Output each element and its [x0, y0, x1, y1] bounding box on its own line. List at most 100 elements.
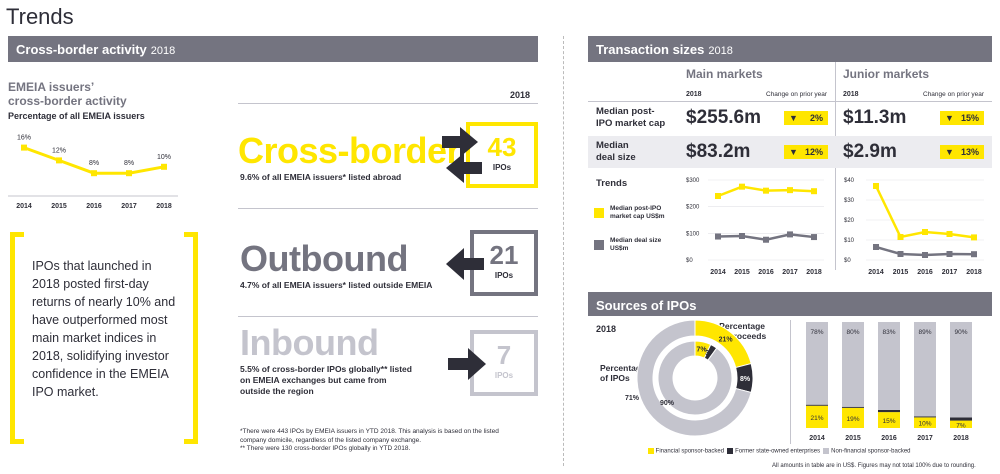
legend-deal-line2: US$m	[610, 245, 629, 252]
cross-border-header-year: 2018	[150, 45, 176, 57]
stacked-x-tick: 2016	[881, 435, 897, 442]
issuers-x-tick: 2018	[156, 203, 172, 210]
jr-deal-value: $2.9m	[843, 141, 897, 162]
quote-bracket-left	[10, 232, 24, 444]
year-label: 2018	[510, 90, 531, 100]
outbound-title: Outbound	[240, 238, 408, 279]
junior-trends-point	[922, 229, 928, 235]
junior-trends-y-tick: $0	[844, 258, 851, 264]
legend-deal-line1: Median deal size	[610, 237, 662, 244]
main-col-change: Change on prior year	[766, 91, 828, 98]
cross-border-title: Cross-border	[238, 130, 461, 171]
issuers-title: EMEIA issuers’ cross-border activity	[8, 80, 127, 108]
main-trends-point	[715, 193, 721, 199]
inbound-arrow-icon	[448, 348, 486, 380]
stacked-bar-label: 90%	[954, 329, 967, 336]
junior-trends-x-tick: 2015	[893, 269, 909, 276]
stacked-bar-segment	[842, 406, 864, 408]
issuers-data-label: 8%	[89, 160, 99, 167]
legend-soe: Former state-owned enterprises	[735, 448, 821, 455]
legend-nonfin: Non-financial sponsor-backed	[831, 448, 911, 455]
sources-header: Sources of IPOs	[588, 292, 992, 316]
pct-proceeds-line2: of proceeds	[718, 331, 767, 341]
stacked-bar-segment	[914, 417, 936, 428]
junior-trends-y-tick: $30	[844, 198, 855, 204]
legend-fin: Financial sponsor-backed	[655, 448, 725, 455]
junior-trends-y-tick: $10	[844, 238, 855, 244]
jr-col-year: 2018	[843, 91, 859, 98]
stacked-chart-divider	[790, 320, 791, 444]
inbound-desc-line3: outside the region	[240, 386, 314, 396]
stacked-bar-label: 89%	[918, 329, 931, 336]
row-deal-label: Median deal size	[596, 140, 636, 164]
cross-border-box: 43 IPOs	[466, 122, 538, 188]
issuers-point	[126, 170, 132, 177]
legend-soe-swatch	[727, 448, 734, 454]
row-deal-label-line1: Median	[596, 140, 629, 151]
main-trends-y-tick: $0	[686, 258, 693, 264]
main-trends-x-tick: 2015	[734, 269, 750, 276]
outbound-unit: IPOs	[494, 271, 514, 280]
junior-trends-y-tick: $40	[844, 178, 855, 184]
down-triangle-icon: ▼	[789, 147, 798, 157]
transaction-sizes-header: Transaction sizes 2018	[588, 36, 992, 62]
stacked-bar-segment	[806, 322, 828, 405]
issuers-title-line1: EMEIA issuers’	[8, 80, 95, 94]
junior-trends-point	[922, 252, 928, 258]
main-trends-point	[787, 187, 793, 194]
junior-trends-x-tick: 2017	[942, 269, 958, 276]
main-trends-y-tick: $200	[686, 205, 700, 211]
junior-trends-point	[946, 251, 953, 257]
main-mcap-value: $255.6m	[686, 107, 762, 128]
row-mcap-label: Median post- IPO market cap	[596, 106, 665, 130]
stacked-bar-segment	[950, 420, 972, 428]
issuers-data-label: 8%	[124, 160, 134, 167]
main-trends-y-tick: $100	[686, 231, 700, 237]
stacked-bar-segment	[842, 407, 864, 428]
pct-proceeds-line1: Percentage	[719, 321, 766, 331]
cross-border-header: Cross-border activity 2018	[8, 36, 538, 62]
main-trends-point	[811, 188, 817, 195]
section-rule-2	[238, 316, 538, 317]
footnote-3: ** There were 130 cross-border IPOs glob…	[240, 445, 411, 452]
pct-ipos-label: Percentage of IPOs	[600, 363, 646, 383]
stacked-bar-label: 19%	[846, 416, 859, 423]
cross-border-arrows-icon	[442, 127, 482, 183]
inbound-unit: IPOs	[494, 371, 514, 380]
issuers-data-label: 16%	[17, 135, 31, 142]
junior-trends-point	[946, 231, 953, 237]
issuers-data-label: 12%	[52, 147, 66, 154]
sources-year: 2018	[596, 324, 617, 334]
main-trends-x-tick: 2014	[710, 269, 726, 276]
inbound-desc-line2: on EMEIA exchanges but came from	[240, 375, 387, 385]
issuers-point	[21, 144, 27, 151]
cross-border-header-title: Cross-border activity	[16, 42, 147, 57]
outbound-arrow-icon	[446, 248, 484, 280]
transaction-sizes-title: Transaction sizes	[596, 42, 705, 57]
donut-slice	[657, 340, 733, 416]
issuers-x-tick: 2017	[121, 203, 137, 210]
main-mcap-change-value: 2%	[809, 113, 823, 123]
main-trends-point	[763, 236, 769, 243]
legend-fin-swatch	[648, 448, 654, 454]
main-trends-point	[763, 187, 769, 194]
outbound-desc: 4.7% of all EMEIA issuers* listed outsid…	[240, 280, 433, 290]
stacked-bar-segment	[950, 322, 972, 418]
main-trends-x-tick: 2017	[782, 269, 798, 276]
junior-trends-point	[873, 183, 879, 189]
stacked-bar-label: 21%	[810, 415, 823, 422]
stacked-bar-label: 10%	[918, 421, 931, 428]
main-trends-point	[811, 234, 817, 241]
year-rule	[238, 103, 538, 104]
stacked-x-tick: 2015	[845, 435, 861, 442]
main-col-year: 2018	[686, 91, 702, 98]
main-trends-point	[787, 231, 793, 238]
section-rule-1	[238, 208, 538, 209]
donut-label: 90%	[660, 400, 675, 407]
quote-text: IPOs that launched in 2018 posted first-…	[32, 259, 176, 399]
junior-trends-point	[897, 251, 904, 257]
junior-markets-title: Junior markets	[843, 67, 930, 81]
main-trends-x-tick: 2018	[806, 269, 822, 276]
down-triangle-icon: ▼	[789, 113, 798, 123]
donut-label: 3%	[705, 350, 716, 357]
